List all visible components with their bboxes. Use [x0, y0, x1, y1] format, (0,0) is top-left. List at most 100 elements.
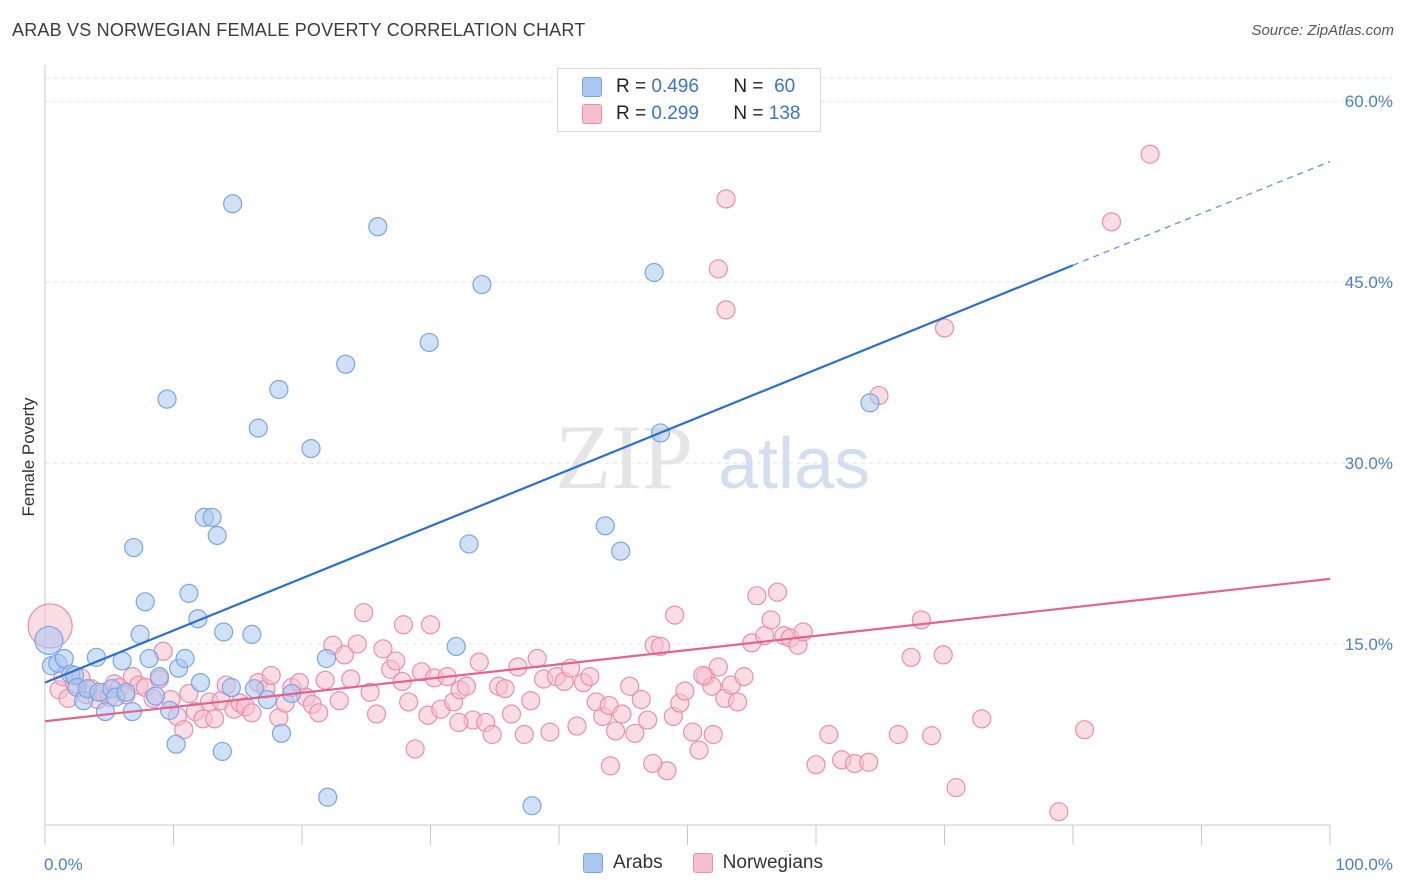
norwegian-point: [888, 724, 908, 745]
norwegian-point: [934, 318, 955, 338]
norwegian-point: [625, 723, 645, 743]
norwegian-point: [716, 189, 736, 209]
source-label: Source: ZipAtlas.com: [1251, 22, 1394, 39]
arab-point: [221, 677, 241, 698]
arab-point: [271, 723, 292, 743]
norwegian-point: [366, 704, 387, 724]
norwegian-point: [972, 709, 992, 729]
arab-point: [459, 534, 479, 554]
norwegian-point: [521, 691, 541, 711]
legend-r-value: 0.496: [651, 76, 699, 97]
arab-point: [212, 741, 232, 762]
norwegian-point: [638, 710, 658, 730]
norwegian-point: [242, 703, 262, 723]
y-tick-label: 30.0%: [1345, 454, 1393, 473]
series-legend: Arabs Norwegians: [0, 852, 1406, 874]
norwegian-point: [341, 669, 361, 689]
arab-trend-extension: [1072, 160, 1331, 266]
arab-point: [368, 217, 388, 237]
norwegian-point: [761, 610, 781, 630]
norwegian-point: [911, 610, 931, 630]
x-tick-label: 100.0%: [1335, 855, 1393, 874]
legend-n-label: N =: [733, 103, 764, 124]
norwegian-point: [540, 722, 560, 742]
norwegian-point: [354, 603, 374, 623]
norwegian-point: [693, 665, 713, 686]
arab-point: [446, 636, 466, 657]
norwegian-point: [360, 682, 380, 702]
grid-lines: [45, 77, 1392, 645]
norwegian-point: [469, 652, 489, 672]
norwegian-point: [767, 582, 788, 602]
norwegian-point: [946, 778, 966, 798]
norwegian-point: [901, 647, 921, 667]
norwegian-point: [933, 645, 953, 665]
norwegian-point: [347, 634, 367, 654]
arab-point: [124, 537, 144, 558]
norwegian-point: [612, 704, 632, 724]
arab-point: [179, 583, 199, 603]
norwegian-point: [449, 712, 469, 733]
norwegian-point: [689, 740, 709, 760]
arab-point: [644, 262, 664, 283]
arab-point: [248, 418, 268, 438]
arab-point: [160, 700, 180, 720]
norwegian-point: [819, 724, 839, 745]
series-arabs: [34, 194, 880, 816]
legend-r-label: R =: [616, 103, 647, 124]
norwegian-point: [620, 676, 640, 696]
series-legend-label-arabs: Arabs: [613, 852, 663, 873]
norwegian-point: [1140, 144, 1160, 164]
norwegian-point: [393, 615, 414, 635]
arab-point: [269, 379, 289, 400]
norwegian-point: [501, 704, 522, 724]
arab-point: [318, 787, 338, 807]
arab-point: [157, 389, 177, 409]
norwegian-point: [716, 300, 736, 320]
norwegian-point: [514, 724, 534, 745]
series-legend-arabs[interactable]: Arabs: [583, 852, 663, 874]
arab-point: [139, 648, 159, 669]
arab-point: [522, 796, 542, 816]
norwegian-point: [728, 692, 748, 712]
arab-point: [336, 354, 356, 374]
y-tick-label: 45.0%: [1345, 273, 1393, 292]
norwegian-point: [420, 615, 441, 635]
norwegian-point: [703, 724, 723, 745]
norwegian-point: [631, 689, 651, 710]
norwegian-point: [605, 721, 626, 741]
legend-n-label: N =: [733, 76, 764, 97]
arab-point: [135, 592, 155, 612]
axes: [44, 65, 1331, 845]
arab-point: [214, 622, 234, 642]
arab-point: [175, 648, 195, 669]
arab-point: [166, 734, 186, 754]
arab-point: [472, 274, 492, 295]
correlation-legend: R = 0.496 N = 60 R = 0.299 N = 138: [557, 68, 821, 132]
legend-swatch-norwegians: [582, 104, 602, 124]
series-legend-norwegians[interactable]: Norwegians: [692, 852, 823, 874]
legend-n-value: 60: [774, 76, 796, 97]
norwegian-point: [675, 681, 695, 701]
arab-point: [257, 689, 277, 710]
legend-r-value: 0.299: [651, 103, 699, 124]
norwegian-point: [205, 709, 225, 729]
watermark-atlas: atlas: [718, 424, 870, 504]
norwegian-point: [456, 676, 477, 696]
norwegian-point: [527, 648, 547, 669]
norwegian-point: [261, 665, 281, 686]
arab-point: [242, 624, 262, 644]
legend-swatch-arabs: [582, 77, 602, 97]
norwegian-point: [386, 651, 406, 671]
norwegian-point: [643, 753, 663, 774]
norwegian-point: [600, 756, 621, 776]
norwegian-point: [329, 691, 349, 711]
norwegian-point: [567, 716, 587, 736]
norwegian-point: [665, 605, 685, 625]
series-legend-swatch-arabs: [583, 853, 604, 873]
x-tick-label: 0.0%: [44, 855, 83, 874]
norwegian-point: [708, 657, 728, 677]
arab-point: [611, 541, 631, 561]
watermark-zip: ZIP: [555, 406, 693, 508]
legend-row-norwegians: R = 0.299 N = 138: [558, 101, 800, 127]
